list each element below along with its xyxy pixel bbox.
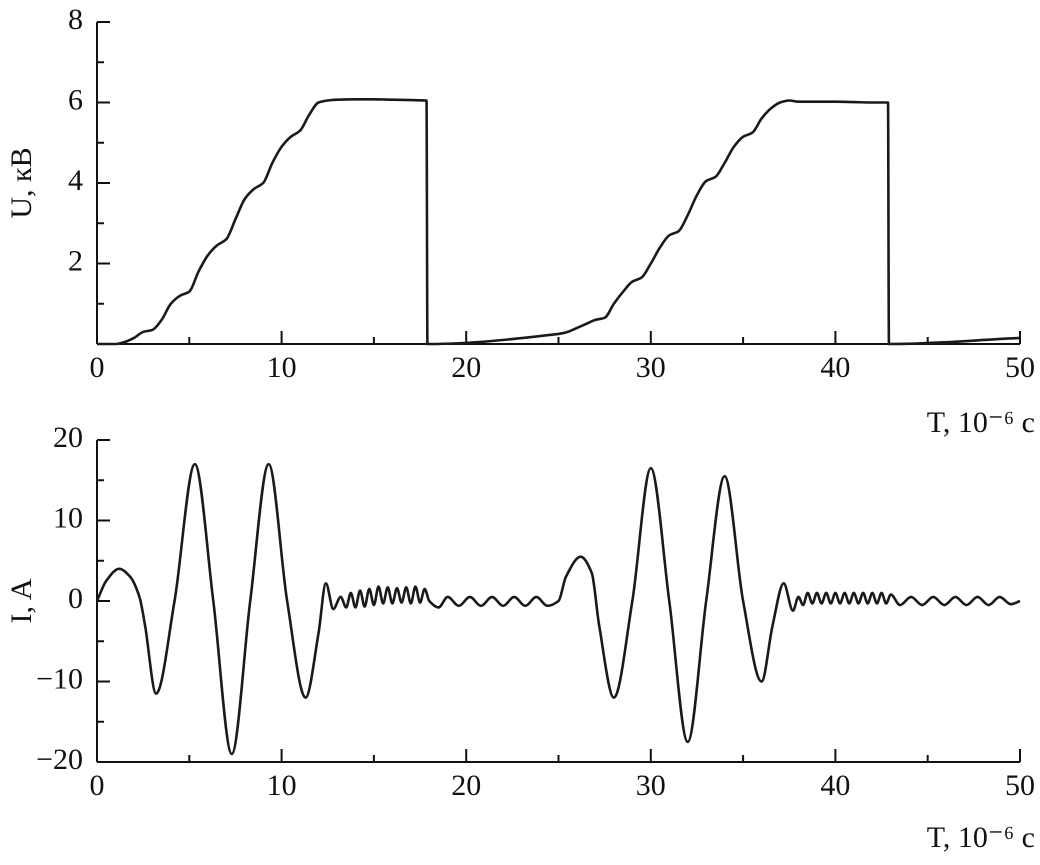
y-tick-label: 4 (68, 164, 83, 197)
x-tick-label: 20 (451, 769, 481, 802)
x-tick-label: 40 (820, 351, 850, 384)
y-tick-label: −10 (36, 662, 83, 695)
y-axis-label: U, кВ (5, 147, 38, 218)
x-tick-label: 50 (1005, 351, 1035, 384)
y-tick-label: 20 (53, 421, 83, 454)
y-tick-label: 2 (68, 244, 83, 277)
x-tick-label: 40 (820, 769, 850, 802)
x-tick-label: 10 (267, 351, 297, 384)
x-tick-label: 30 (636, 769, 666, 802)
y-tick-label: 10 (53, 501, 83, 534)
data-line (96, 97, 1021, 346)
x-axis-label: T, 10⁻⁶ c (927, 406, 1035, 439)
x-axis-label: T, 10⁻⁶ c (927, 821, 1035, 854)
y-tick-label: 6 (68, 83, 83, 116)
y-axis-label: I, A (5, 578, 38, 623)
x-tick-label: 0 (90, 769, 105, 802)
y-tick-label: −20 (36, 743, 83, 776)
x-tick-label: 10 (267, 769, 297, 802)
data-line (95, 462, 1021, 756)
x-tick-label: 20 (451, 351, 481, 384)
y-tick-label: 8 (68, 3, 83, 36)
x-tick-label: 30 (636, 351, 666, 384)
x-tick-label: 50 (1005, 769, 1035, 802)
y-tick-label: 0 (68, 582, 83, 615)
x-tick-label: 0 (90, 351, 105, 384)
